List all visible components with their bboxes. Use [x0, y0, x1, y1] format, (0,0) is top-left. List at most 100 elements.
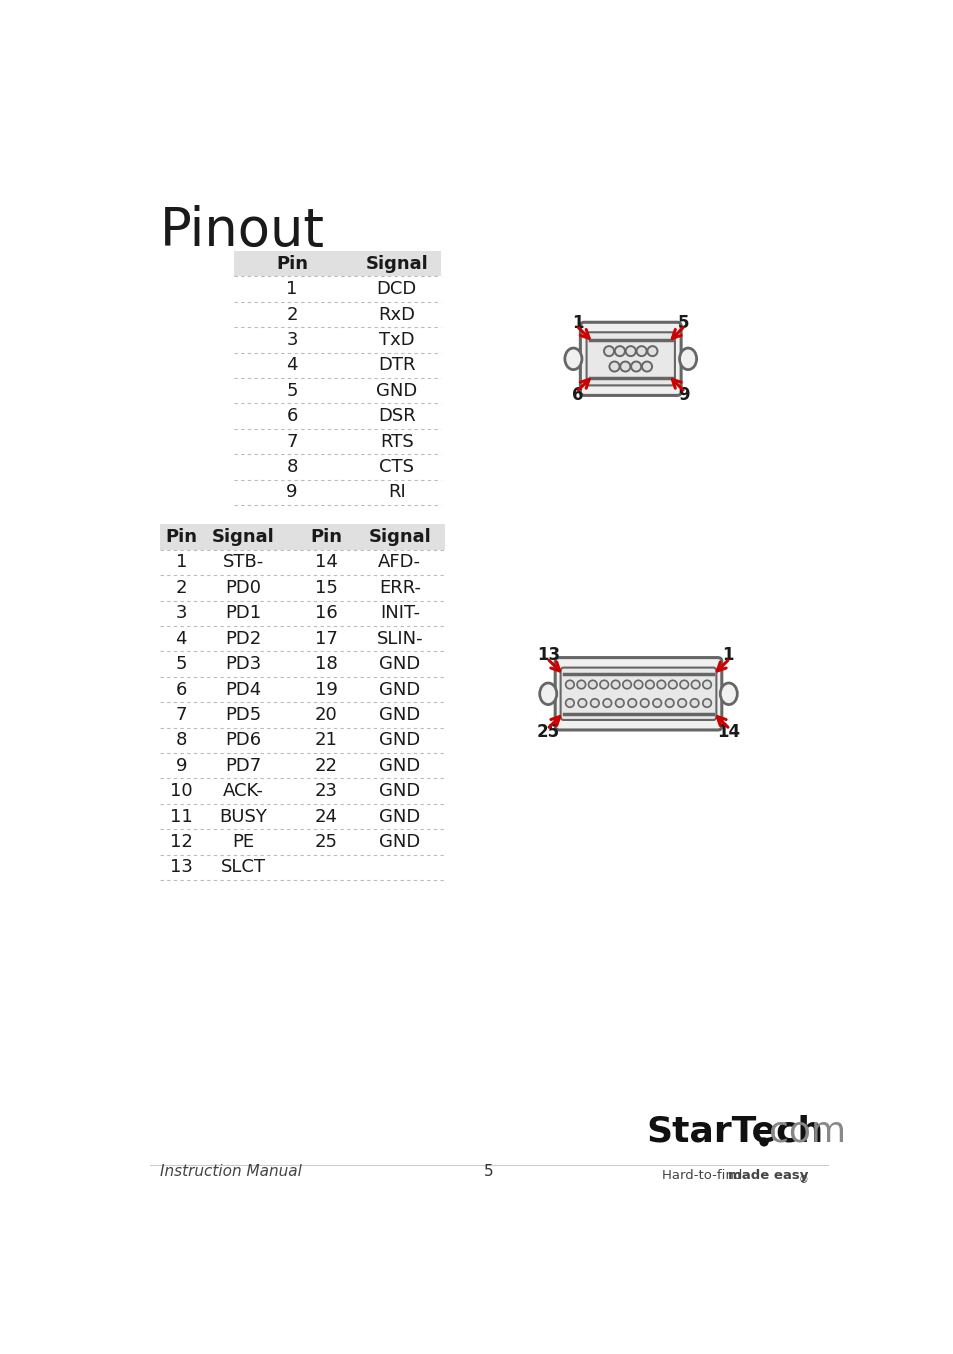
Text: 7: 7 — [286, 433, 297, 451]
Text: 21: 21 — [314, 731, 337, 749]
Text: 6: 6 — [572, 386, 583, 403]
Text: RI: RI — [388, 483, 405, 501]
Circle shape — [578, 699, 586, 707]
FancyBboxPatch shape — [586, 332, 674, 386]
Ellipse shape — [679, 348, 696, 370]
Circle shape — [625, 347, 635, 356]
Text: INIT-: INIT- — [379, 604, 419, 623]
Text: 14: 14 — [716, 723, 740, 741]
Text: 1: 1 — [175, 554, 187, 571]
Text: ERR-: ERR- — [378, 580, 420, 597]
Text: 6: 6 — [286, 408, 297, 425]
Text: 9: 9 — [286, 483, 297, 501]
Text: SLCT: SLCT — [220, 858, 266, 876]
Text: 2: 2 — [175, 580, 187, 597]
Circle shape — [602, 699, 611, 707]
Text: STB-: STB- — [222, 554, 264, 571]
Text: 13: 13 — [170, 858, 193, 876]
Text: 11: 11 — [170, 807, 193, 826]
Circle shape — [691, 680, 700, 689]
Text: GND: GND — [378, 681, 420, 699]
Text: 18: 18 — [314, 655, 337, 673]
Circle shape — [565, 699, 574, 707]
Text: Pinout: Pinout — [159, 204, 324, 257]
Circle shape — [615, 699, 623, 707]
Text: Pin: Pin — [165, 528, 197, 546]
Circle shape — [668, 680, 677, 689]
Text: GND: GND — [378, 655, 420, 673]
Circle shape — [636, 347, 646, 356]
Text: ®: ® — [798, 1175, 807, 1185]
Text: PD1: PD1 — [225, 604, 261, 623]
FancyBboxPatch shape — [560, 668, 716, 720]
Text: 10: 10 — [170, 783, 193, 800]
Text: PD5: PD5 — [225, 705, 261, 724]
Circle shape — [702, 680, 711, 689]
Text: 5: 5 — [286, 382, 297, 399]
Text: 24: 24 — [314, 807, 337, 826]
Bar — [233, 250, 440, 276]
FancyBboxPatch shape — [579, 322, 680, 395]
Text: SLIN-: SLIN- — [376, 630, 423, 647]
Text: PD6: PD6 — [225, 731, 261, 749]
Ellipse shape — [539, 682, 557, 704]
Circle shape — [627, 699, 636, 707]
Text: 8: 8 — [175, 731, 187, 749]
Text: 25: 25 — [314, 833, 337, 852]
Text: ACK-: ACK- — [223, 783, 263, 800]
Text: 22: 22 — [314, 757, 337, 774]
Text: 3: 3 — [175, 604, 187, 623]
Text: GND: GND — [375, 382, 416, 399]
Text: 20: 20 — [314, 705, 337, 724]
Circle shape — [588, 680, 597, 689]
Text: Signal: Signal — [365, 255, 428, 272]
FancyBboxPatch shape — [555, 658, 721, 730]
Text: 5: 5 — [175, 655, 187, 673]
Circle shape — [759, 1137, 768, 1147]
Text: 13: 13 — [537, 646, 559, 665]
Text: Signal: Signal — [212, 528, 274, 546]
Text: PD7: PD7 — [225, 757, 261, 774]
Text: DTR: DTR — [377, 356, 415, 374]
Text: 9: 9 — [677, 386, 688, 403]
Circle shape — [702, 699, 711, 707]
Text: 15: 15 — [314, 580, 337, 597]
Circle shape — [631, 362, 640, 371]
Text: RxD: RxD — [377, 306, 415, 324]
Circle shape — [590, 699, 598, 707]
Text: 23: 23 — [314, 783, 337, 800]
Circle shape — [609, 362, 618, 371]
Circle shape — [611, 680, 619, 689]
Text: Pin: Pin — [275, 255, 308, 272]
Text: 16: 16 — [314, 604, 337, 623]
Text: RTS: RTS — [379, 433, 414, 451]
Text: DSR: DSR — [377, 408, 416, 425]
Text: PD3: PD3 — [225, 655, 261, 673]
Text: CTS: CTS — [378, 458, 414, 477]
Text: 3: 3 — [286, 330, 297, 349]
Text: GND: GND — [378, 705, 420, 724]
Text: 19: 19 — [314, 681, 337, 699]
Text: 17: 17 — [314, 630, 337, 647]
Text: PE: PE — [232, 833, 254, 852]
Circle shape — [679, 680, 688, 689]
Text: GND: GND — [378, 807, 420, 826]
Circle shape — [639, 699, 648, 707]
Circle shape — [641, 362, 652, 371]
Text: 2: 2 — [286, 306, 297, 324]
Circle shape — [678, 699, 686, 707]
Text: 5: 5 — [677, 314, 688, 332]
Text: 6: 6 — [175, 681, 187, 699]
Bar — [159, 524, 444, 550]
Text: 4: 4 — [175, 630, 187, 647]
Circle shape — [652, 699, 660, 707]
Text: made easy: made easy — [727, 1169, 807, 1182]
Text: 4: 4 — [286, 356, 297, 374]
Text: GND: GND — [378, 757, 420, 774]
Text: PD2: PD2 — [225, 630, 261, 647]
Circle shape — [664, 699, 673, 707]
Circle shape — [690, 699, 699, 707]
Circle shape — [603, 347, 614, 356]
Text: Signal: Signal — [368, 528, 431, 546]
Text: Pin: Pin — [310, 528, 342, 546]
